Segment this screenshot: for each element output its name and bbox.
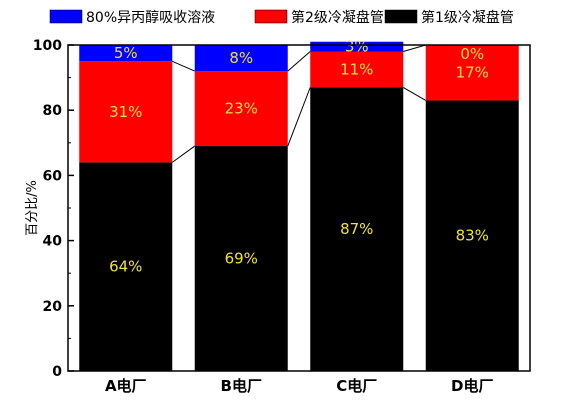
connector-line bbox=[287, 87, 311, 147]
x-tick-label: B电厂 bbox=[221, 377, 262, 395]
connector-line bbox=[171, 145, 196, 163]
y-tick-label: 20 bbox=[43, 299, 63, 315]
data-labels: 64% 31% 5% 69% 23% 8% 87% 11% 3% 83% 17%0% bbox=[109, 38, 489, 276]
data-label: 87% bbox=[340, 220, 373, 238]
bar-segment bbox=[425, 45, 519, 101]
data-label: 11% bbox=[340, 60, 373, 78]
data-label: 8% bbox=[229, 49, 253, 67]
y-tick-label: 80 bbox=[43, 103, 63, 119]
bar-segment bbox=[194, 146, 288, 371]
data-label: 69% bbox=[225, 250, 258, 268]
data-label: 17% bbox=[456, 64, 489, 82]
connector-lines bbox=[171, 44, 427, 163]
x-tick-label: A电厂 bbox=[105, 377, 147, 395]
legend-swatch bbox=[384, 9, 418, 24]
y-axis-title: 百分比/% bbox=[25, 180, 40, 236]
legend-label: 第1级冷凝盘管 bbox=[421, 9, 514, 26]
connector-line bbox=[402, 86, 427, 101]
y-tick-label: 40 bbox=[43, 234, 63, 250]
legend: 80%异丙醇吸收溶液 第2级冷凝盘管 第1级冷凝盘管 bbox=[49, 9, 514, 26]
x-tick-label: D电厂 bbox=[451, 377, 493, 395]
y-tick-label: 60 bbox=[43, 168, 63, 184]
bar-segment bbox=[194, 45, 288, 72]
bar-segment bbox=[79, 45, 173, 62]
bar-segment bbox=[194, 71, 288, 147]
bar-segment bbox=[425, 100, 519, 372]
connector-line bbox=[403, 44, 426, 53]
connector-line bbox=[172, 60, 195, 72]
data-label: 23% bbox=[225, 100, 258, 118]
bar-segment bbox=[79, 61, 173, 163]
data-label: 83% bbox=[456, 227, 489, 245]
legend-swatch bbox=[49, 9, 83, 24]
x-tick-label: C电厂 bbox=[336, 377, 377, 395]
bar-segment bbox=[79, 162, 173, 371]
bar-segment bbox=[310, 87, 404, 371]
legend-label: 80%异丙醇吸收溶液 bbox=[86, 9, 215, 26]
y-tick-label: 100 bbox=[33, 38, 62, 54]
connector-line bbox=[287, 51, 311, 72]
data-label: 0% bbox=[460, 45, 484, 63]
axes: 0 20 40 60 80 100 A电厂 B电厂 C电厂 D电厂 百分比/% bbox=[25, 38, 531, 395]
legend-swatch bbox=[254, 9, 288, 24]
data-label: 31% bbox=[109, 103, 142, 121]
bar-segment bbox=[310, 41, 404, 52]
data-label: 5% bbox=[114, 44, 138, 62]
y-tick-label: 0 bbox=[52, 364, 62, 380]
bar-segment bbox=[310, 51, 404, 88]
bars bbox=[79, 41, 519, 372]
legend-label: 第2级冷凝盘管 bbox=[291, 9, 384, 26]
data-label: 3% bbox=[345, 38, 369, 56]
data-label: 64% bbox=[109, 258, 142, 276]
